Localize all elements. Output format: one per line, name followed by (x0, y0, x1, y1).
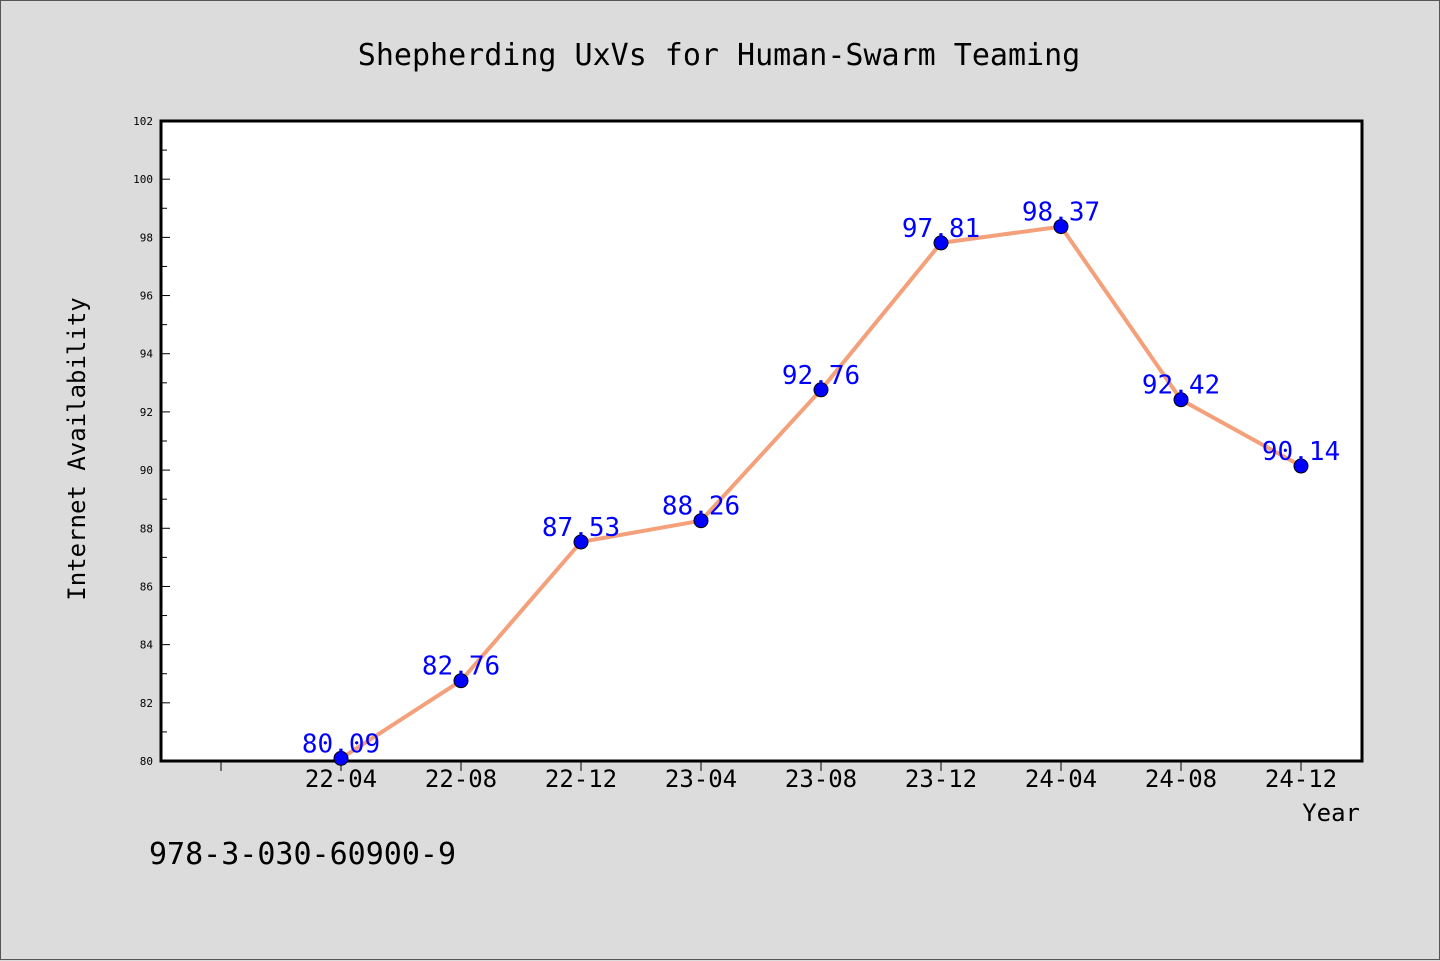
data-label: 80.09 (302, 729, 380, 759)
x-tick-label: 22-12 (545, 765, 617, 793)
x-tick-label: 24-04 (1025, 765, 1097, 793)
data-label: 98.37 (1022, 198, 1100, 228)
y-tick-label: 96 (140, 290, 153, 303)
series-line (333, 219, 1309, 766)
isbn-text: 978-3-030-60900-9 (149, 837, 456, 872)
y-tick-label: 98 (140, 231, 153, 244)
data-point (1173, 392, 1189, 408)
x-tick-label: 23-08 (785, 765, 857, 793)
data-label: 92.42 (1142, 371, 1220, 401)
data-label: 92.76 (782, 361, 860, 391)
data-label: 88.26 (662, 492, 740, 522)
data-point (1293, 458, 1309, 474)
x-tick-label: 22-08 (425, 765, 497, 793)
x-tick-label: 23-12 (905, 765, 977, 793)
y-tick-label: 90 (140, 464, 153, 477)
data-point (453, 673, 469, 689)
chart-title: Shepherding UxVs for Human-Swarm Teaming (358, 38, 1080, 73)
data-point (693, 513, 709, 529)
y-tick-label: 92 (140, 406, 153, 419)
y-tick-label: 82 (140, 697, 153, 710)
data-point (333, 750, 349, 766)
data-point (1053, 219, 1069, 235)
data-label: 82.76 (422, 652, 500, 682)
y-tick-label: 86 (140, 580, 153, 593)
y-tick-label: 94 (140, 348, 154, 361)
x-tick-label: 24-12 (1265, 765, 1337, 793)
data-label: 97.81 (902, 214, 980, 244)
y-tick-label: 84 (140, 639, 154, 652)
x-axis-label: Year (1302, 799, 1360, 827)
data-labels: 80.09 82.76 87.53 88.26 92.76 97.81 98.37 92.42… (302, 198, 1340, 760)
y-tick-label: 102 (133, 115, 153, 128)
data-label: 87.53 (542, 513, 620, 543)
x-axis: 22-04 22-08 22-12 23-04 23-08 23-12 24-04 24-08… (220, 761, 1337, 793)
y-axis: 80 82 84 86 88 90 92 94 96 98 100 102 (133, 115, 170, 768)
data-point (573, 534, 589, 550)
x-tick-label: 22-04 (305, 765, 377, 793)
y-axis-label: Internet Availability (63, 297, 91, 600)
data-point (813, 382, 829, 398)
y-tick-label: 80 (140, 755, 153, 768)
y-tick-label: 100 (133, 173, 153, 186)
data-label: 90.14 (1262, 437, 1340, 467)
x-tick-label: 24-08 (1145, 765, 1217, 793)
data-point (933, 235, 949, 251)
x-tick-label: 23-04 (665, 765, 737, 793)
y-tick-label: 88 (140, 522, 153, 535)
plot-area (159, 119, 1364, 763)
